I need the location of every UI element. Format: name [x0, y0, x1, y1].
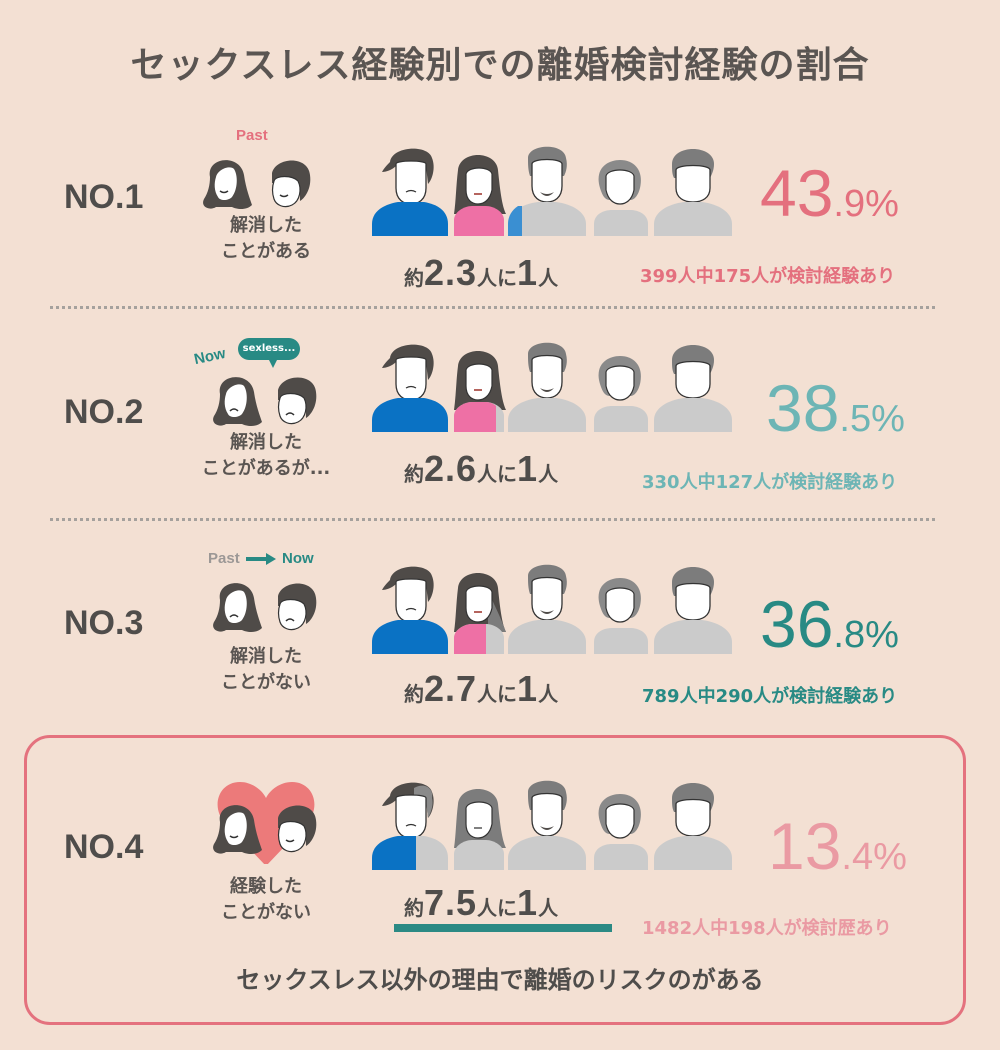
percentage-decimal: .4%	[841, 836, 907, 878]
couple-label-line2: ことがある	[221, 241, 311, 262]
ratio-underline	[394, 924, 612, 932]
couple-label-line2: ことがない	[221, 672, 311, 693]
dotted-divider	[50, 518, 935, 521]
rank-label: NO.1	[64, 178, 144, 216]
ratio-one: 1	[517, 252, 539, 293]
now-tag: Now	[282, 550, 314, 567]
person-icon	[372, 782, 448, 870]
person-icon	[372, 566, 448, 654]
percentage-integer: 13	[768, 809, 842, 883]
percentage-decimal: .9%	[833, 183, 899, 225]
ratio-suffix: 人	[538, 464, 559, 486]
person-icon	[654, 783, 732, 870]
couple-label-line2: ことがあるが...	[201, 458, 331, 479]
ratio-suffix: 人	[538, 898, 559, 920]
ratio-text: 約2.3人に1人	[404, 252, 558, 294]
rank-label: NO.4	[64, 828, 144, 866]
rank-label: NO.3	[64, 604, 144, 642]
heart-couple-icon	[213, 782, 317, 864]
detail-count: 399人中175人が検討経験あり	[640, 266, 896, 287]
ratio-prefix: 約	[404, 268, 424, 290]
happy-couple-icon	[203, 160, 311, 209]
ratio-one: 1	[517, 448, 539, 489]
ratio-value: 7.5	[424, 882, 478, 923]
person-icon	[454, 789, 506, 870]
person-icon	[654, 567, 732, 654]
person-icon	[454, 351, 506, 432]
detail-count: 330人中127人が検討経験あり	[642, 472, 898, 493]
sad-couple-icon	[213, 583, 317, 632]
percentage-value: 13.4%	[768, 808, 907, 884]
detail-count: 789人中290人が検討経験あり	[642, 686, 898, 707]
people-pictogram	[372, 780, 732, 870]
ratio-mid: 人に	[477, 464, 518, 486]
heart-icon	[217, 782, 315, 864]
person-icon	[594, 160, 648, 236]
rank-label: NO.2	[64, 393, 144, 431]
past-to-now-tag: Past Now	[208, 550, 314, 567]
couple-label-line1: 経験した	[230, 876, 302, 897]
couple-label-line1: 解消した	[230, 432, 302, 453]
person-icon	[508, 146, 586, 236]
now-tag: Now	[192, 344, 228, 369]
ratio-mid: 人に	[477, 898, 518, 920]
percentage-value: 43.9%	[760, 155, 899, 231]
percentage-integer: 38	[766, 371, 840, 445]
ratio-mid: 人に	[477, 684, 518, 706]
ratio-suffix: 人	[538, 684, 559, 706]
ratio-prefix: 約	[404, 898, 424, 920]
person-icon	[594, 578, 648, 654]
couple-label-line2: ことがない	[221, 902, 311, 923]
people-pictogram	[372, 564, 732, 654]
ratio-value: 2.3	[424, 252, 478, 293]
person-icon	[508, 564, 586, 654]
couple-label-line1: 解消した	[230, 215, 302, 236]
person-icon	[372, 344, 448, 432]
page-title: セックスレス経験別での離婚検討経験の割合	[130, 45, 870, 86]
percentage-value: 38.5%	[766, 370, 905, 446]
percentage-decimal: .8%	[833, 614, 899, 656]
person-icon	[454, 155, 506, 236]
person-icon	[454, 573, 506, 654]
person-icon	[654, 345, 732, 432]
ratio-text: 約2.7人に1人	[404, 668, 558, 710]
risk-note: セックスレス以外の理由で離婚のリスクのがある	[236, 966, 764, 994]
people-pictogram	[372, 146, 732, 236]
past-tag: Past	[208, 550, 240, 567]
bubble-text: sexless...	[242, 343, 296, 354]
percentage-value: 36.8%	[760, 586, 899, 662]
person-icon	[594, 356, 648, 432]
percentage-integer: 43	[760, 156, 834, 230]
ratio-prefix: 約	[404, 684, 424, 706]
ratio-value: 2.7	[424, 668, 478, 709]
speech-bubble: sexless...	[238, 338, 300, 368]
couple-label-line1: 解消した	[230, 646, 302, 667]
ratio-suffix: 人	[538, 268, 559, 290]
ratio-text: 約2.6人に1人	[404, 448, 558, 490]
people-pictogram	[372, 342, 732, 432]
highlight-box	[24, 735, 966, 1025]
past-tag: Past	[236, 127, 268, 144]
sad-couple-icon	[213, 377, 317, 426]
person-icon	[508, 780, 586, 870]
ratio-mid: 人に	[477, 268, 518, 290]
ratio-one: 1	[517, 668, 539, 709]
arrow-right-icon	[245, 553, 276, 566]
person-icon	[508, 342, 586, 432]
ratio-text: 約7.5人に1人	[404, 882, 558, 924]
detail-count: 1482人中198人が検討歴あり	[642, 918, 892, 939]
person-icon	[372, 148, 448, 236]
percentage-decimal: .5%	[839, 398, 905, 440]
person-icon	[654, 149, 732, 236]
dotted-divider	[50, 306, 935, 309]
person-icon	[594, 794, 648, 870]
ratio-value: 2.6	[424, 448, 478, 489]
ratio-prefix: 約	[404, 464, 424, 486]
ratio-one: 1	[517, 882, 539, 923]
percentage-integer: 36	[760, 587, 834, 661]
